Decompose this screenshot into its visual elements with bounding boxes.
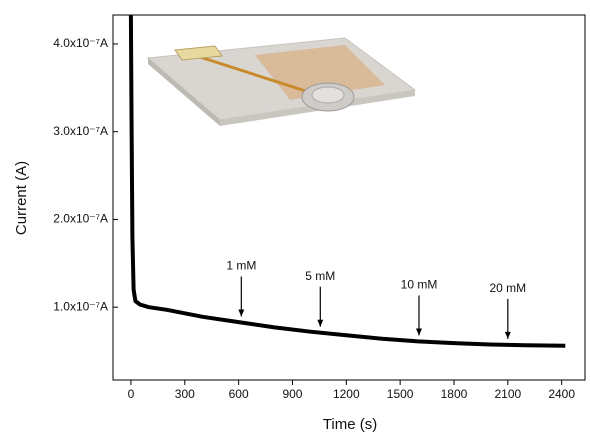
- x-tick-label: 2400: [548, 387, 575, 401]
- x-tick-label: 900: [282, 387, 302, 401]
- arrow-head: [317, 319, 324, 327]
- x-tick-label: 1500: [387, 387, 414, 401]
- annotation-label: 20 mM: [489, 281, 526, 295]
- x-tick-label: 1200: [333, 387, 360, 401]
- x-tick-label: 300: [175, 387, 195, 401]
- arrow-head: [238, 309, 245, 317]
- annotation-label: 1 mM: [226, 259, 256, 273]
- y-axis-label: Current (A): [13, 161, 30, 235]
- y-tick-label: 1.0x10⁻⁷A: [53, 299, 108, 313]
- x-tick-label: 1800: [441, 387, 468, 401]
- arrow-head: [415, 328, 422, 336]
- device-inset: [146, 37, 417, 126]
- x-axis-label: Time (s): [323, 416, 377, 433]
- x-tick-label: 0: [128, 387, 135, 401]
- y-tick-label: 2.0x10⁻⁷A: [53, 212, 108, 226]
- data-line: [128, 14, 566, 348]
- x-tick-label: 600: [229, 387, 249, 401]
- arrow-head: [504, 331, 511, 339]
- annotation-label: 10 mM: [401, 278, 438, 292]
- x-tick-label: 2100: [494, 387, 521, 401]
- annotation-label: 5 mM: [305, 269, 335, 283]
- plot-frame: [112, 14, 586, 381]
- y-tick-label: 3.0x10⁻⁷A: [53, 124, 108, 138]
- y-tick-label: 4.0x10⁻⁷A: [53, 36, 108, 50]
